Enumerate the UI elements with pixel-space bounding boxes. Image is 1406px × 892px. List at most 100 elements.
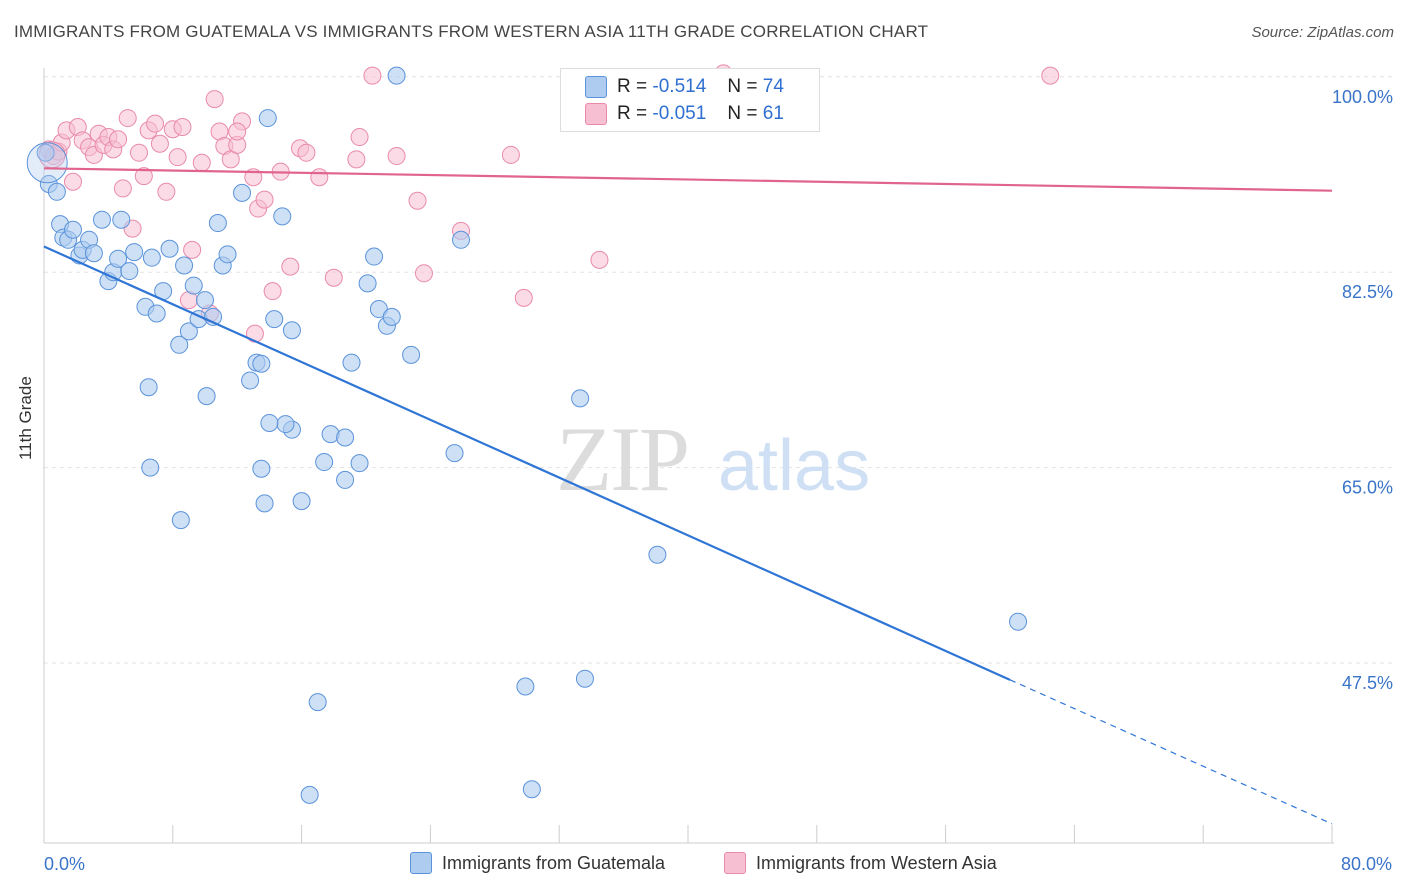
guatemala-swatch (585, 76, 607, 98)
guatemala-point (1009, 612, 1028, 631)
watermark-zip: ZIP (556, 408, 688, 510)
guatemala-point (282, 321, 301, 340)
western-asia-point (324, 268, 343, 287)
guatemala-point (350, 454, 369, 473)
guatemala-point (147, 304, 166, 323)
western-asia-point (134, 167, 153, 186)
guatemala-point (196, 291, 214, 310)
guatemala-point (109, 249, 128, 268)
guatemala-swatch (410, 852, 432, 874)
western-asia-point (263, 282, 282, 301)
y-tick-label: 82.5% (1342, 282, 1393, 302)
guatemala-point (120, 262, 139, 281)
western-asia-point (347, 150, 366, 169)
western-asia-point (113, 179, 132, 198)
western-asia-swatch (585, 103, 607, 125)
guatemala-point (252, 459, 271, 478)
y-tick-label: 100.0% (1332, 87, 1393, 107)
guatemala-point (258, 109, 277, 128)
guatemala-point (387, 66, 406, 85)
guatemala-point (575, 669, 594, 688)
n-label: N = (727, 76, 758, 97)
r-value: -0.514 (652, 76, 707, 97)
watermark: ZIP atlas (556, 408, 870, 510)
guatemala-point (160, 239, 179, 258)
guatemala-point (47, 182, 66, 201)
n-value: 74 (762, 76, 784, 97)
guatemala-point (516, 677, 535, 696)
western-asia-point (228, 122, 247, 141)
western-asia-point (192, 153, 211, 172)
western-asia-point (414, 264, 433, 283)
western-asia-point (63, 172, 82, 191)
x-tick-label: 80.0% (1341, 854, 1392, 874)
r-label: R = (617, 76, 648, 97)
guatemala-point (315, 453, 334, 472)
western-asia-point (146, 114, 165, 133)
western-asia-point (281, 257, 300, 276)
source-label: Source: ZipAtlas.com (1251, 24, 1394, 41)
guatemala-point (571, 389, 590, 408)
guatemala-point (402, 345, 421, 364)
tick-labels: 100.0% 82.5% 65.0% 47.5% 0.0% 80.0% (44, 87, 1393, 874)
western-asia-point (255, 190, 274, 209)
guatemala-point (184, 276, 203, 295)
legend-item-guatemala: Immigrants from Guatemala (410, 852, 665, 874)
guatemala-point (218, 245, 237, 264)
western-asia-point (297, 143, 316, 162)
western-asia-point (118, 109, 137, 128)
guatemala-point (139, 378, 158, 397)
western-asia-point (387, 147, 406, 166)
legend-label: Immigrants from Guatemala (442, 852, 666, 873)
guatemala-point (84, 244, 103, 263)
trend-lines (43, 167, 1333, 825)
guatemala-point (336, 428, 355, 447)
guatemala-point (170, 335, 189, 354)
western-asia-point (310, 168, 329, 187)
western-asia-point (150, 134, 169, 153)
western-asia-point (109, 130, 128, 149)
guatemala-point (208, 214, 227, 233)
guatemala-point (26, 142, 68, 184)
series-legend: Immigrants from Guatemala Immigrants fro… (0, 852, 1406, 878)
western-asia-point (183, 240, 202, 259)
western-asia-point (590, 250, 609, 269)
western-asia-point (1041, 66, 1060, 85)
guatemala-point (141, 458, 160, 477)
r-label: R = (617, 103, 648, 124)
guatemala-point (382, 307, 401, 326)
western-asia-point (501, 145, 520, 164)
guatemala-point (292, 492, 311, 511)
guatemala-point (445, 444, 464, 463)
guatemala-point (365, 247, 384, 266)
stats-legend: R = -0.514 N = 74 R = -0.051 N = 61 (560, 68, 820, 132)
n-value: 61 (762, 103, 784, 124)
western-asia-point (363, 66, 382, 85)
guatemala-point (171, 511, 190, 530)
guatemala-point (342, 353, 361, 372)
guatemala-point (233, 183, 252, 202)
legend-item-western-asia: Immigrants from Western Asia (724, 852, 997, 874)
y-tick-label: 65.0% (1342, 478, 1393, 498)
guatemala-point (260, 413, 279, 432)
guatemala-point (336, 470, 355, 489)
guatemala-point (300, 785, 319, 804)
axes (43, 68, 1334, 844)
guatemala-point (273, 207, 292, 226)
series-western-asia-points (38, 64, 1060, 343)
western-asia-point (514, 288, 533, 307)
r-value: -0.051 (652, 103, 707, 124)
guatemala-point (241, 371, 260, 390)
western-asia-point (168, 148, 187, 167)
western-asia-point (350, 128, 369, 147)
guatemala-point (648, 545, 667, 564)
guatemala-point (308, 693, 327, 712)
guatemala-point (252, 354, 271, 373)
western-asia-trend-line (43, 167, 1333, 192)
guatemala-point (142, 248, 161, 267)
western-asia-point (129, 143, 148, 162)
guatemala-trend-line (43, 245, 1011, 681)
guatemala-point (125, 243, 144, 262)
guatemala-point (179, 322, 198, 341)
